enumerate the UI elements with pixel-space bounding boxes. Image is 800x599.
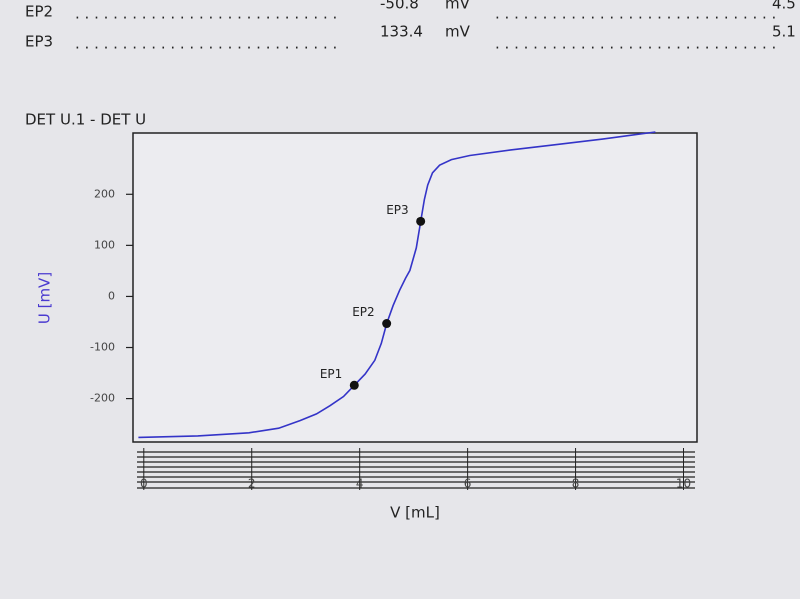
endpoint-label: EP1 <box>320 367 342 381</box>
endpoint <box>382 319 392 329</box>
y-tick-label: -200 <box>90 392 115 405</box>
chart-title: DET U.1 - DET U <box>25 111 146 129</box>
result-volume: 5.1 <box>772 23 796 41</box>
leader: . . . . . . . . . . . . . . . . . . . . … <box>495 35 776 53</box>
x-tick-label: 4 <box>356 477 364 491</box>
x-tick-label: 6 <box>464 477 472 491</box>
y-tick-label: -100 <box>90 341 115 354</box>
result-label: EP3 <box>25 33 53 51</box>
result-value: -50.8 <box>380 0 419 13</box>
result-unit: mV <box>445 23 471 41</box>
leader: . . . . . . . . . . . . . . . . . . . . … <box>75 35 337 53</box>
leader: . . . . . . . . . . . . . . . . . . . . … <box>75 5 337 23</box>
endpoint-label: EP2 <box>352 305 374 319</box>
result-unit: mV <box>445 0 471 13</box>
endpoint <box>349 380 359 390</box>
result-volume: 4.5 <box>772 0 796 13</box>
x-tick-label: 0 <box>140 477 148 491</box>
endpoint-label: EP3 <box>386 203 408 217</box>
x-axis-label: V [mL] <box>390 504 440 522</box>
y-tick-label: 200 <box>94 187 115 200</box>
y-tick-label: 100 <box>94 238 115 251</box>
y-axis-label: U [mV] <box>36 272 54 324</box>
x-tick-label: 10 <box>676 477 691 491</box>
result-value: 133.4 <box>380 23 423 41</box>
endpoint <box>416 216 426 226</box>
leader: . . . . . . . . . . . . . . . . . . . . … <box>495 5 776 23</box>
x-tick-label: 8 <box>572 477 580 491</box>
curve <box>138 131 656 439</box>
y-tick-label: 0 <box>108 289 115 302</box>
x-axis-strip <box>137 451 695 489</box>
x-tick-label: 2 <box>248 477 256 491</box>
plot-area <box>132 132 698 443</box>
result-label: EP2 <box>25 3 53 21</box>
